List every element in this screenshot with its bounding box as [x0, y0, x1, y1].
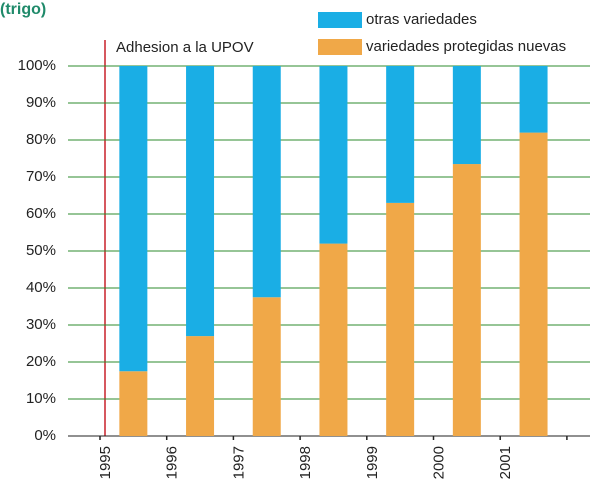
y-tick-label: 40%: [26, 279, 56, 296]
bar-segment: [519, 66, 548, 133]
y-tick-label: 10%: [26, 390, 56, 407]
x-tick-label: 1998: [297, 446, 314, 479]
chart-title: (trigo): [0, 1, 46, 18]
y-tick-label: 50%: [26, 242, 56, 259]
x-tick-label: 2001: [497, 446, 514, 479]
bar-segment: [186, 336, 215, 436]
bar-segment: [452, 164, 481, 437]
bar-segment: [319, 243, 348, 436]
legend-label: otras variedades: [366, 11, 477, 28]
bar-segment: [119, 371, 148, 436]
bar-segment: [252, 297, 281, 436]
y-tick-label: 70%: [26, 168, 56, 185]
y-tick-label: 90%: [26, 94, 56, 111]
x-tick-label: 1996: [164, 446, 181, 479]
bar-segment: [519, 132, 548, 436]
y-tick-label: 0%: [34, 427, 56, 444]
annotation: Adhesion a la UPOV: [116, 39, 254, 56]
x-tick-label: 1999: [364, 446, 381, 479]
legend-swatch: [318, 12, 362, 28]
y-tick-label: 80%: [26, 131, 56, 148]
bar-segment: [452, 66, 481, 165]
x-tick-label: 2000: [430, 446, 447, 479]
bar-segment: [386, 66, 415, 203]
x-tick-label: 1997: [230, 446, 247, 479]
legend-swatch: [318, 39, 362, 55]
y-tick-label: 60%: [26, 205, 56, 222]
y-tick-label: 20%: [26, 353, 56, 370]
x-tick-label: 1995: [97, 446, 114, 479]
y-tick-label: 30%: [26, 316, 56, 333]
bar-segment: [386, 202, 415, 436]
legend-label: variedades protegidas nuevas: [366, 38, 566, 55]
bar-segment: [252, 66, 281, 298]
bar-segment: [319, 66, 348, 244]
bar-segment: [119, 66, 148, 372]
y-tick-label: 100%: [18, 57, 56, 74]
bar-segment: [186, 66, 215, 337]
